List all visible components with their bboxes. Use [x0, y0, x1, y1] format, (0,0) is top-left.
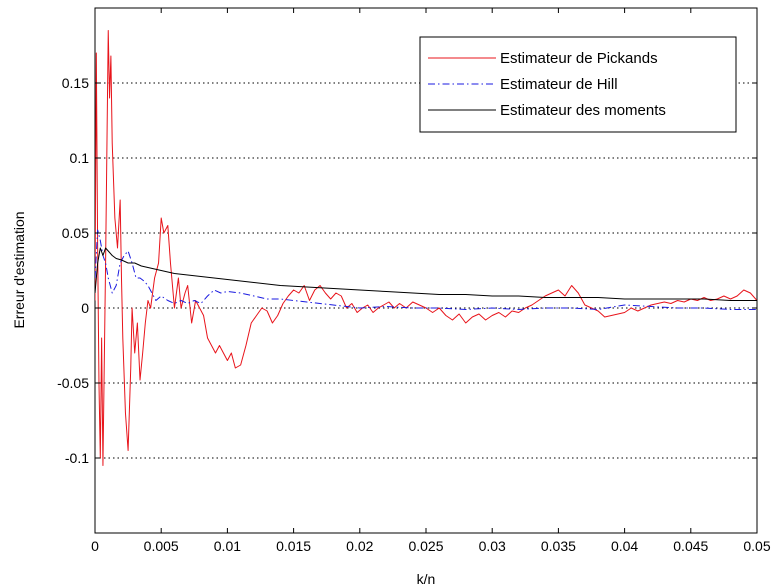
y-tick-label: 0: [81, 300, 89, 316]
x-tick-label: 0.01: [214, 538, 241, 554]
x-tick-label: 0.045: [673, 538, 708, 554]
legend-label-estimateur-de-hill: Estimateur de Hill: [500, 76, 618, 93]
legend-label-estimateur-de-pickands: Estimateur de Pickands: [500, 50, 658, 67]
x-tick-label: 0.035: [541, 538, 576, 554]
x-axis: 0 0.005 0.01 0.015 0.02 0.025 0.03 0.035 0.04 0.0…: [91, 8, 771, 554]
y-axis-label: Erreur d'estimation: [11, 211, 27, 328]
x-tick-label: 0.05: [743, 538, 770, 554]
y-tick-label: 0.1: [70, 150, 90, 166]
legend: Estimateur de Pickands Estimateur de Hill…: [419, 36, 737, 133]
y-tick-label: 0.15: [62, 75, 89, 91]
x-tick-label: 0.04: [611, 538, 638, 554]
x-tick-label: 0.025: [408, 538, 443, 554]
legend-box: [419, 36, 737, 133]
x-tick-label: 0.02: [346, 538, 373, 554]
series-line-estimateur-des-moments: [95, 247, 757, 301]
x-axis-label: k/n: [417, 571, 436, 587]
y-tick-label: 0.05: [62, 225, 89, 241]
y-axis: -0.1 -0.05 0 0.05 0.1 0.15: [57, 75, 757, 466]
x-tick-label: 0: [91, 538, 99, 554]
x-tick-label: 0.005: [144, 538, 179, 554]
y-tick-label: -0.1: [65, 450, 89, 466]
legend-label-estimateur-des-moments: Estimateur des moments: [500, 102, 666, 119]
x-tick-label: 0.015: [276, 538, 311, 554]
series-line-estimateur-de-hill: [95, 229, 757, 310]
y-tick-label: -0.05: [57, 375, 89, 391]
series-line-estimateur-de-pickands: [95, 30, 757, 466]
series-layer: [95, 30, 757, 466]
x-tick-label: 0.03: [479, 538, 506, 554]
